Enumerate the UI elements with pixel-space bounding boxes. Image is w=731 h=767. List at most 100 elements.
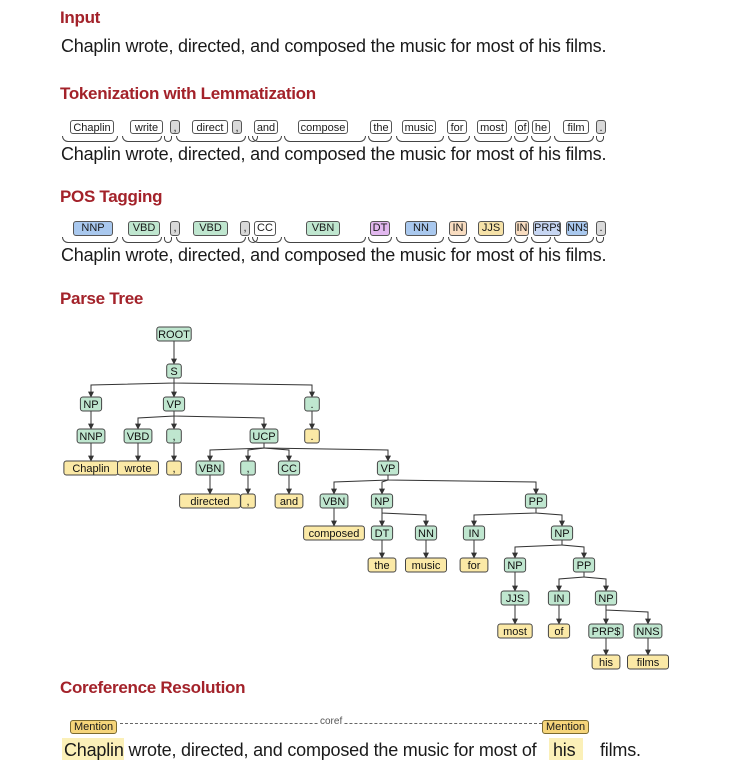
pos-tag: DT <box>370 221 390 236</box>
tree-node-jjs: JJS <box>500 590 530 606</box>
coref-diagram: Mention coref Mention Chaplin wrote, dir… <box>0 716 731 766</box>
pos-tag: IN <box>515 221 529 236</box>
pos-sentence: Chaplin wrote, directed, and composed th… <box>61 245 607 265</box>
token-brace <box>176 136 246 142</box>
token-brace <box>448 136 470 142</box>
tree-node-prp: PRP$ <box>588 623 624 639</box>
tree-node-label: . <box>310 399 313 411</box>
tree-node-label: NP <box>598 593 613 605</box>
tree-node-commap2: , <box>240 460 256 476</box>
tree-edge <box>263 443 292 462</box>
tree-edge <box>387 475 539 495</box>
parse-tree: ROOT S NP VP . NNP VBD, UCP . Chaplin wrote, VBN, CC… <box>63 326 669 670</box>
token-brace <box>284 136 366 142</box>
pos-tag: JJS <box>478 221 504 236</box>
coref-sentence-end: films. <box>600 740 641 760</box>
token-brace <box>596 237 604 243</box>
token-brace <box>474 237 512 243</box>
mention-badge-his: Mention <box>542 720 590 734</box>
tree-node-label: films <box>637 657 660 669</box>
tree-edge <box>535 508 565 527</box>
tree-node-vp1: VP <box>162 396 186 412</box>
tree-node-np4: NP <box>503 557 527 573</box>
lemma-token: compose <box>298 120 348 134</box>
mention-highlight-his <box>549 738 583 760</box>
token-brace <box>514 237 528 243</box>
tree-node-the: the <box>367 557 397 573</box>
tree-edge <box>561 540 587 559</box>
tree-edge <box>135 411 175 430</box>
tree-node-in1: IN <box>462 525 486 541</box>
parse-heading: Parse Tree <box>60 289 144 308</box>
lemma-token: music <box>402 120 436 134</box>
tree-node-label: , <box>246 463 249 475</box>
tree-node-label: , <box>246 496 249 508</box>
tree-node-films: films <box>627 654 669 670</box>
tree-edge <box>207 443 265 462</box>
pos-heading: POS Tagging <box>60 187 163 206</box>
tree-node-directed: directed <box>179 493 241 509</box>
input-sentence: Chaplin wrote, directed, and composed th… <box>61 36 607 56</box>
tokenization-heading: Tokenization with Lemmatization <box>60 84 316 103</box>
lemma-token: and <box>254 120 278 134</box>
pos-tag-row: NNP VBD, VBD, CC VBN DT NN IN JJS IN PRP$ NNS. <box>0 221 731 251</box>
tree-node-label: VP <box>381 463 396 475</box>
token-brace <box>368 237 392 243</box>
tree-node-label: music <box>412 560 441 572</box>
lemma-token: of <box>515 120 529 134</box>
tree-node-vbd: VBD <box>123 428 153 444</box>
tree-edge <box>88 378 175 398</box>
tree-node-label: his <box>599 657 614 669</box>
tree-node-label: VBD <box>127 431 150 443</box>
tree-edge <box>263 443 391 462</box>
pos-tag: NNS <box>566 221 588 236</box>
tree-node-label: NNP <box>79 431 102 443</box>
tree-node-label: NP <box>374 496 389 508</box>
lemma-token: . <box>596 120 606 134</box>
tree-node-label: NN <box>418 528 434 540</box>
coref-mention-chaplin: Chaplin <box>64 740 124 760</box>
tree-edge <box>556 572 585 592</box>
tree-node-label: the <box>374 560 389 572</box>
lemma-token: , <box>232 120 242 134</box>
tree-node-root: ROOT <box>156 326 192 342</box>
tree-node-label: directed <box>190 496 229 508</box>
tree-node-dt: DT <box>370 525 394 541</box>
tree-node-label: VP <box>167 399 182 411</box>
tree-node-np2: NP <box>370 493 394 509</box>
tree-edge <box>583 572 609 592</box>
coref-sentence-middle: wrote, directed, and composed the music … <box>123 740 537 760</box>
pos-tag: CC <box>254 221 276 236</box>
token-brace <box>531 136 551 142</box>
coref-sentence: Chaplin wrote, directed, and composed th… <box>64 740 537 761</box>
tree-node-label: ROOT <box>158 329 190 341</box>
tree-node-np1: NP <box>79 396 103 412</box>
tree-node-commaw1: , <box>166 460 182 476</box>
tree-node-pp1: PP <box>524 493 548 509</box>
lemma-token: he <box>532 120 550 134</box>
tree-node-label: most <box>503 626 527 638</box>
token-brace <box>176 237 246 243</box>
token-brace <box>252 237 282 243</box>
tree-node-label: , <box>172 431 175 443</box>
token-brace <box>122 237 162 243</box>
tree-node-label: NP <box>83 399 98 411</box>
tree-node-dotw: . <box>304 428 320 444</box>
lemma-token: Chaplin <box>70 120 114 134</box>
pos-tag: VBD <box>193 221 228 236</box>
lemma-token: direct <box>192 120 228 134</box>
tree-node-of: of <box>547 623 571 639</box>
tree-node-commap1: , <box>166 428 182 444</box>
tree-node-label: UCP <box>252 431 275 443</box>
tree-edge <box>381 508 429 527</box>
token-brace <box>62 237 118 243</box>
tree-node-label: of <box>554 626 564 638</box>
token-brace <box>554 136 594 142</box>
tree-node-label: IN <box>554 593 565 605</box>
token-brace <box>396 237 444 243</box>
mention-badge-chaplin: Mention <box>70 720 118 734</box>
tree-node-label: NP <box>554 528 569 540</box>
tree-node-label: VBN <box>323 496 346 508</box>
tokenization-sentence: Chaplin wrote, directed, and composed th… <box>61 144 607 164</box>
lemma-token-row: Chaplin write, direct, and compose the music fo… <box>0 120 731 150</box>
